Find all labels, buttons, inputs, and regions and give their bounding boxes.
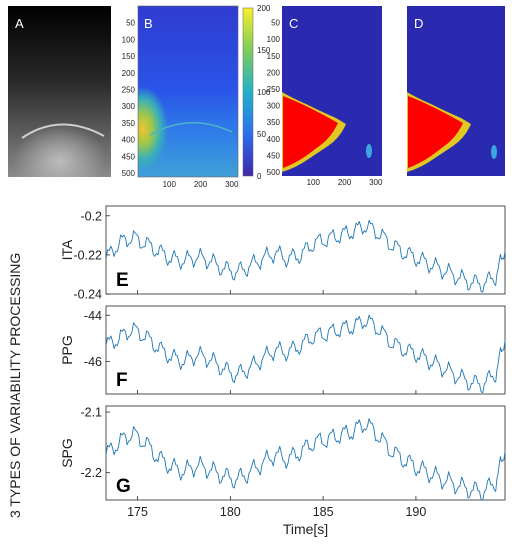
panel-letter-a: A	[15, 16, 24, 31]
y-tick-label: -2.2	[80, 466, 102, 480]
mask-y-tick-label: 50	[271, 19, 280, 28]
colorbar-tick-label: 0	[257, 172, 262, 181]
mask-region-c	[283, 96, 338, 168]
mask-y-tick-label: 150	[267, 52, 281, 61]
x-tick-label: 185	[313, 505, 334, 519]
image-panel-a: A	[8, 6, 111, 177]
x-tick-label: 190	[405, 505, 426, 519]
colormap-edge-arc	[149, 122, 233, 136]
panel-letter-c: C	[289, 16, 298, 31]
mask-y-tick-labels: 50 100 150 200 250 300 350 400 450 500	[267, 19, 281, 177]
series-line	[105, 219, 506, 293]
image-y-tick-label: 150	[122, 52, 136, 61]
image-y-tick-label: 200	[122, 69, 136, 78]
series-line	[105, 314, 506, 394]
image-x-tick-label: 300	[225, 180, 239, 189]
mask-spot-c	[366, 144, 372, 158]
image-y-tick-label: 450	[122, 152, 136, 161]
image-x-tick-labels-b: 100 200 300	[163, 180, 239, 189]
colorbar-tick-label: 50	[257, 130, 266, 139]
side-title: 3 TYPES OF VARIABILITY PROCESSING	[7, 253, 23, 518]
mask-y-tick-label: 450	[267, 151, 281, 160]
image-y-tick-label: 300	[122, 102, 136, 111]
mask-y-tick-label: 400	[267, 135, 281, 144]
colorbar-tick-labels: 200 150 100 50 0	[257, 4, 271, 181]
plot-f: -44 -46 PPG F	[59, 305, 506, 395]
image-y-tick-label: 100	[122, 35, 136, 44]
colorbar-tick-label: 150	[257, 46, 271, 55]
mask-y-tick-label: 300	[267, 102, 281, 111]
plot-frame	[105, 305, 506, 395]
image-y-tick-label: 350	[122, 119, 136, 128]
panel-letter: G	[116, 476, 131, 497]
y-tick-label: -0.24	[74, 288, 103, 302]
mask-y-tick-label: 100	[267, 35, 281, 44]
mask-y-tick-label: 200	[267, 68, 281, 77]
image-x-tick-label: 100	[163, 180, 177, 189]
colorbar	[242, 7, 254, 177]
plot-e: -0.2 -0.22 -0.24 ITA E	[59, 205, 506, 302]
plot-frame	[105, 205, 506, 295]
image-y-tick-label: 400	[122, 136, 136, 145]
y-tick-label: -46	[84, 355, 102, 369]
mask-y-tick-label: 250	[267, 85, 281, 94]
plot-frame	[105, 405, 506, 501]
series-line	[105, 418, 506, 501]
mask-y-tick-label: 350	[267, 118, 281, 127]
y-tick-label: -44	[84, 309, 102, 323]
plot-g: -2.1 -2.2 175 180 185 190 Time[s] SPG G	[59, 405, 506, 537]
image-x-tick-label: 200	[194, 180, 208, 189]
image-panel-d: D	[407, 6, 505, 176]
x-tick-label: 175	[127, 505, 148, 519]
panel-letter-d: D	[414, 16, 423, 31]
panel-letter-b: B	[144, 16, 153, 31]
x-tick-label: 180	[220, 505, 241, 519]
colorbar-tick-label: 100	[257, 88, 271, 97]
mask-region-d	[408, 96, 463, 168]
image-x-tick-labels-c: 100 200 300	[307, 178, 383, 187]
image-y-tick-label: 250	[122, 85, 136, 94]
image-y-tick-label: 500	[122, 169, 136, 178]
time-series-plots: -0.2 -0.22 -0.24 ITA E -44 -46 PPG F -2.1 -2.2 175 1…	[59, 205, 506, 537]
image-y-tick-label: 50	[126, 19, 135, 28]
mask-x-tick-label: 200	[338, 178, 352, 187]
y-axis-label: ITA	[59, 239, 75, 260]
colormap-frame	[137, 5, 239, 178]
y-tick-label: -2.1	[80, 406, 102, 420]
y-tick-label: -0.2	[80, 209, 102, 223]
colorbar-tick-label: 200	[257, 4, 271, 13]
grayscale-highlight	[8, 90, 111, 177]
y-axis-label: SPG	[59, 438, 75, 468]
image-y-tick-labels: 50 100 150 200 250 300 350 400 450 500	[122, 19, 136, 178]
panel-letter: E	[116, 270, 129, 291]
image-panel-c: C 50 100 150 200 250 300 350 400 450 500 100 200 30…	[267, 6, 383, 187]
y-tick-label: -0.22	[74, 248, 103, 262]
y-axis-label: PPG	[59, 335, 75, 365]
grayscale-edge-arc	[21, 123, 105, 139]
mask-x-tick-label: 100	[307, 178, 321, 187]
mask-y-tick-label: 500	[267, 168, 281, 177]
colormap-hotspot	[138, 6, 238, 177]
mask-x-tick-label: 300	[369, 178, 383, 187]
x-axis-label: Time[s]	[283, 521, 328, 537]
panel-letter: F	[116, 370, 128, 391]
mask-spot-d	[491, 145, 497, 159]
